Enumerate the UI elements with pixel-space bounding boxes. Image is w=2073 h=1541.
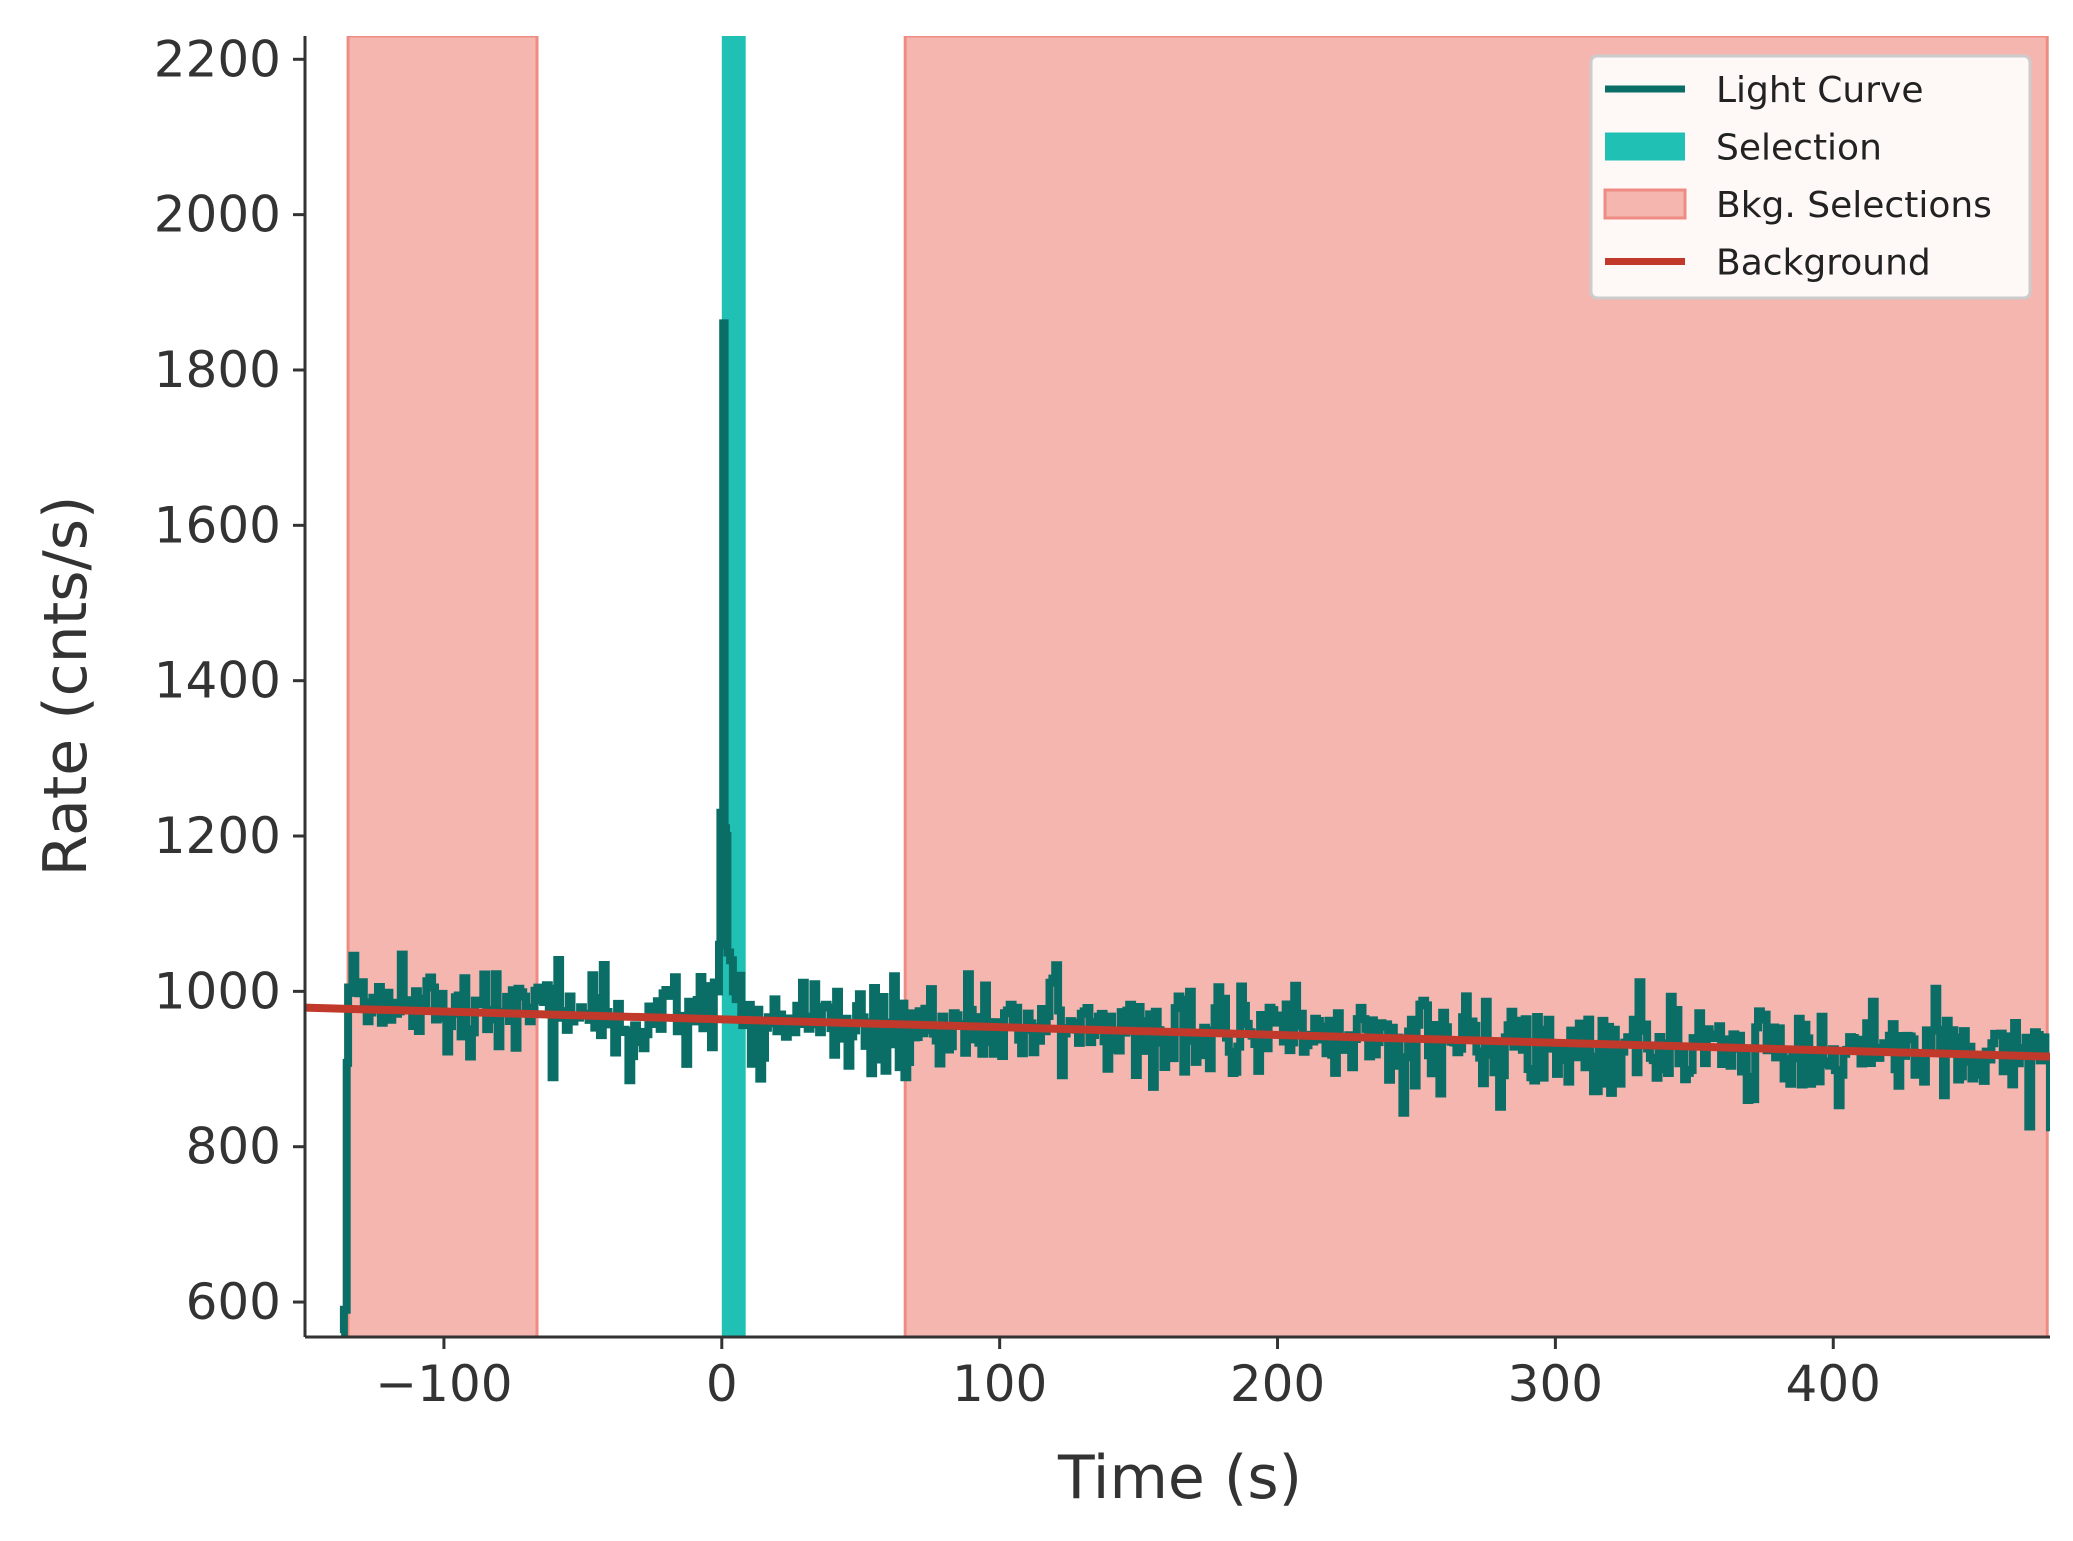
light-curve-line — [339, 319, 2050, 1337]
axes — [303, 36, 2050, 1339]
y-tick-label: 1600 — [154, 496, 281, 554]
y-tick-label: 800 — [186, 1118, 281, 1176]
legend-label: Selection — [1716, 128, 1882, 169]
x-tick-label: 400 — [1786, 1355, 1881, 1413]
x-tick-label: 200 — [1230, 1355, 1325, 1413]
bkg-selection-region-1 — [346, 36, 539, 1337]
y-tick-label: 2200 — [154, 30, 281, 88]
x-tick-label: 0 — [706, 1355, 738, 1413]
ticks: −100 0 100 200 300 400 600 800 1000 1200 1400 1600 1… — [154, 30, 1881, 1413]
y-tick-label: 1800 — [154, 341, 281, 399]
x-tick-label: −100 — [375, 1355, 512, 1413]
legend-box — [1589, 54, 2032, 300]
legend: Light Curve Selection Bkg. Selections Backg… — [1589, 54, 2032, 300]
legend-label: Light Curve — [1716, 70, 1924, 111]
y-tick-label: 600 — [186, 1273, 281, 1331]
legend-swatch — [1603, 188, 1687, 220]
background-fit-line — [305, 1003, 2050, 1061]
legend-label: Background — [1716, 243, 1931, 284]
legend-swatch — [1605, 132, 1685, 161]
y-tick-label: 2000 — [154, 186, 281, 244]
y-tick-label: 1200 — [154, 807, 281, 865]
y-axis-label: Rate (cnts/s) — [31, 496, 101, 877]
x-axis-label: Time (s) — [1057, 1443, 1302, 1513]
y-tick-label: 1000 — [154, 962, 281, 1020]
legend-label: Bkg. Selections — [1716, 185, 1992, 226]
x-tick-label: 100 — [952, 1355, 1047, 1413]
y-tick-label: 1400 — [154, 652, 281, 710]
x-tick-label: 300 — [1508, 1355, 1603, 1413]
